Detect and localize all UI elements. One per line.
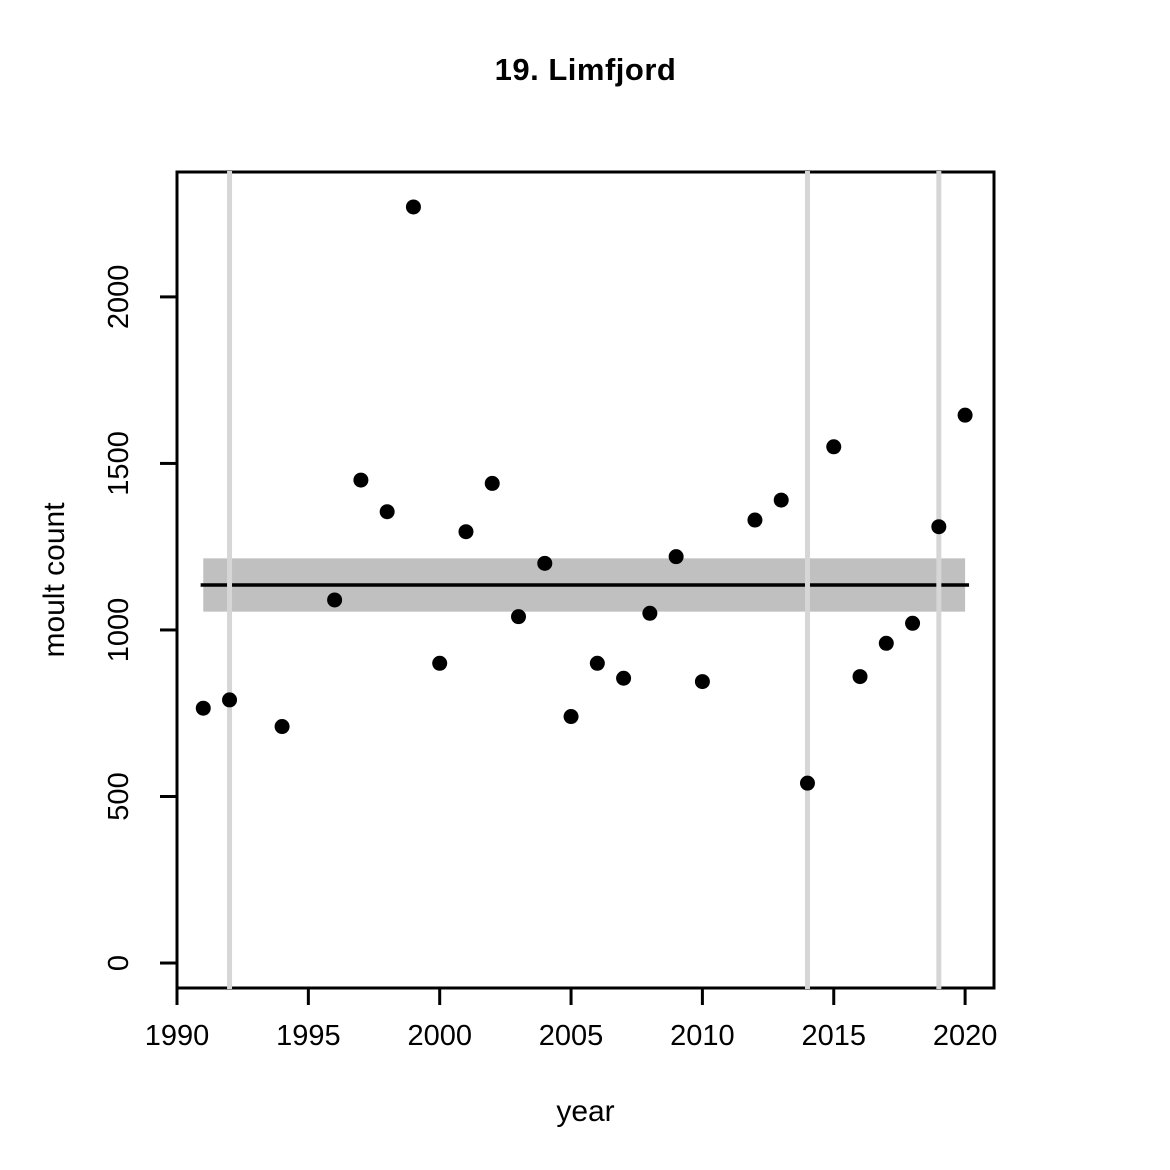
data-point xyxy=(563,709,579,725)
y-axis-label: moult count xyxy=(38,502,71,658)
data-point xyxy=(852,669,868,685)
data-point xyxy=(642,605,658,621)
y-tick-label: 500 xyxy=(103,772,135,820)
y-tick-label: 0 xyxy=(103,955,135,971)
x-tick-label: 2000 xyxy=(407,1020,472,1052)
data-point xyxy=(405,199,421,215)
x-tick-label: 2010 xyxy=(670,1020,735,1052)
data-point xyxy=(589,655,605,671)
data-point xyxy=(878,635,894,651)
data-point xyxy=(222,692,238,708)
data-point xyxy=(773,492,789,508)
data-point xyxy=(694,674,710,690)
data-point xyxy=(957,407,973,423)
chart-title: 19. Limfjord xyxy=(494,52,677,87)
data-point xyxy=(905,615,921,631)
x-tick-label: 2015 xyxy=(801,1020,866,1052)
x-tick-label: 2020 xyxy=(933,1020,998,1052)
y-tick-label: 1500 xyxy=(103,431,135,496)
x-tick-label: 2005 xyxy=(539,1020,604,1052)
data-point xyxy=(195,700,211,716)
data-point xyxy=(327,592,343,608)
data-point xyxy=(458,524,474,540)
data-point xyxy=(826,439,842,455)
x-tick-label: 1990 xyxy=(145,1020,210,1052)
data-point xyxy=(616,670,632,686)
data-point xyxy=(511,609,527,625)
y-tick-label: 2000 xyxy=(103,265,135,330)
data-point xyxy=(668,549,684,565)
data-point xyxy=(799,775,815,791)
data-point xyxy=(432,655,448,671)
data-point xyxy=(931,519,947,535)
data-point xyxy=(379,504,395,520)
x-axis-label: year xyxy=(556,1095,615,1128)
data-point xyxy=(484,475,500,491)
data-point xyxy=(537,555,553,571)
plot-border xyxy=(175,170,996,990)
data-point xyxy=(747,512,763,528)
data-point xyxy=(353,472,369,488)
y-tick-label: 1000 xyxy=(103,598,135,663)
data-point xyxy=(274,719,290,735)
x-tick-label: 1995 xyxy=(276,1020,341,1052)
